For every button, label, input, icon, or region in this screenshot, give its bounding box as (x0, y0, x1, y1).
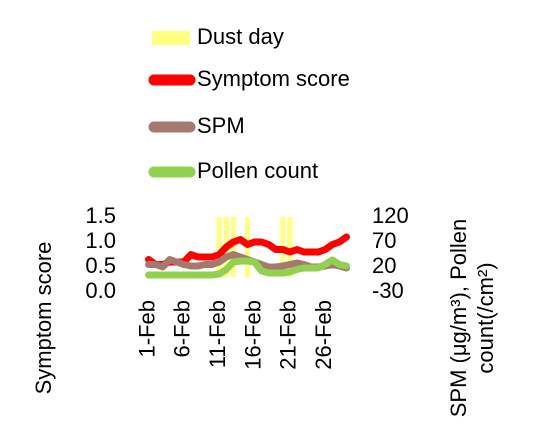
dust-bar (287, 217, 293, 277)
x-tick-label: 6-Feb (170, 300, 195, 357)
legend-label: Pollen count (197, 158, 318, 183)
x-tick-label: 11-Feb (205, 300, 230, 368)
y-tick-label: 1.5 (85, 203, 116, 228)
x-tick-label: 1-Feb (134, 300, 159, 357)
x-tick-label: 21-Feb (276, 300, 301, 370)
y2-tick-label: 20 (372, 253, 396, 278)
y2-tick-label: 120 (372, 203, 409, 228)
y2-axis-label: SPM (μg/m³), Pollen (446, 219, 471, 418)
series-line (145, 256, 350, 279)
y-axis-label: Symptom score (31, 242, 56, 395)
dust-bar (230, 217, 236, 277)
x-tick-label: 26-Feb (311, 300, 336, 370)
legend-swatch (152, 31, 190, 45)
dust-bar (216, 217, 222, 277)
y-tick-label: 0.5 (85, 253, 116, 278)
y2-tick-label: -30 (372, 278, 404, 303)
legend-label: Symptom score (197, 66, 350, 91)
x-tick-label: 16-Feb (240, 300, 265, 370)
legend-label: SPM (197, 113, 245, 138)
y-tick-label: 0.0 (85, 278, 116, 303)
y2-axis-label: count(/cm²) (473, 262, 498, 373)
y2-tick-label: 70 (372, 228, 396, 253)
y-tick-label: 1.0 (85, 228, 116, 253)
legend-label: Dust day (197, 24, 284, 49)
